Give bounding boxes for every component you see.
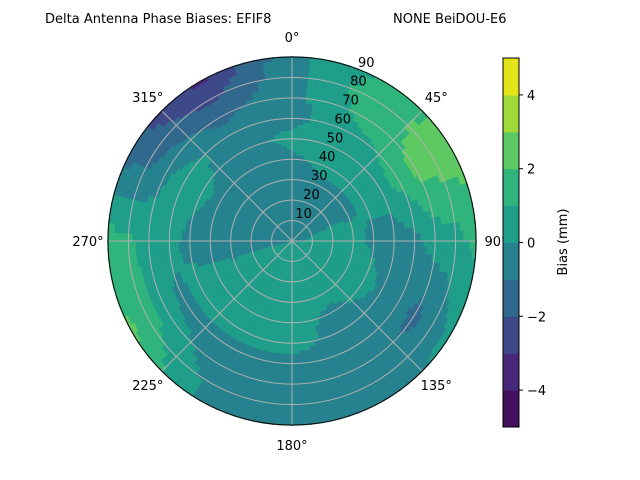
- chart-title-left: Delta Antenna Phase Biases: EFIF8: [45, 12, 271, 27]
- chart-title-right: NONE BeiDOU-E6: [393, 12, 507, 27]
